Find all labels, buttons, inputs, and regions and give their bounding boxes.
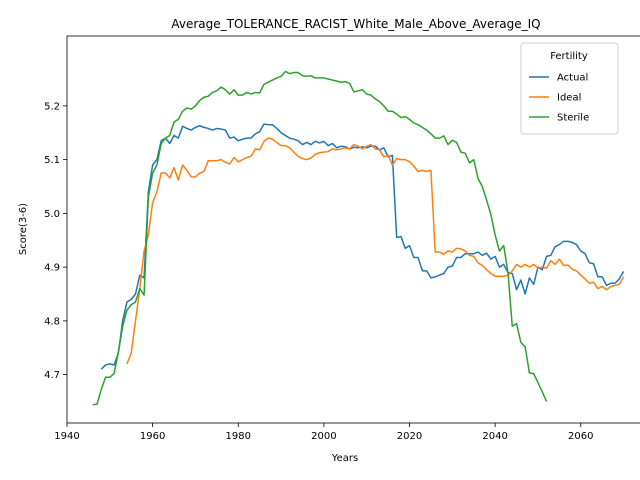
legend-box: [520, 42, 619, 135]
y-tick-label: 5.0: [44, 209, 60, 220]
x-tick-label: 2000: [311, 431, 336, 442]
x-tick-label: 1940: [54, 431, 79, 442]
x-axis-label: Years: [331, 453, 358, 464]
legend-label-sterile: Sterile: [557, 113, 589, 124]
chart-title: Average_TOLERANCE_RACIST_White_Male_Abov…: [171, 17, 540, 31]
legend: Fertility Actual Ideal Sterile: [520, 42, 619, 135]
y-tick-label: 4.9: [44, 263, 60, 274]
y-tick-label: 5.2: [44, 101, 60, 112]
series-line-sterile: [92, 70, 548, 406]
x-tick-label: 1980: [226, 431, 251, 442]
x-axis: 1940 1960 1980 2000 2020 2040 2060: [54, 423, 594, 442]
legend-label-ideal: Ideal: [557, 93, 581, 104]
y-tick-label: 5.1: [44, 155, 60, 166]
y-axis-label: Score(3-6): [18, 203, 29, 255]
legend-label-actual: Actual: [557, 73, 588, 84]
series-lines: [92, 70, 625, 406]
x-tick-label: 2060: [568, 431, 593, 442]
plot-frame: [66, 35, 640, 424]
y-axis: 4.7 4.8 4.9 5.0 5.1 5.2: [44, 101, 67, 381]
x-tick-label: 2020: [397, 431, 422, 442]
y-tick-label: 4.7: [44, 370, 60, 381]
series-line-ideal: [126, 137, 625, 365]
legend-title: Fertility: [550, 51, 588, 62]
x-tick-label: 2040: [482, 431, 507, 442]
series-line-actual: [100, 123, 625, 370]
x-tick-label: 1960: [140, 431, 165, 442]
plot-area: [66, 35, 640, 424]
y-tick-label: 4.8: [44, 316, 60, 327]
